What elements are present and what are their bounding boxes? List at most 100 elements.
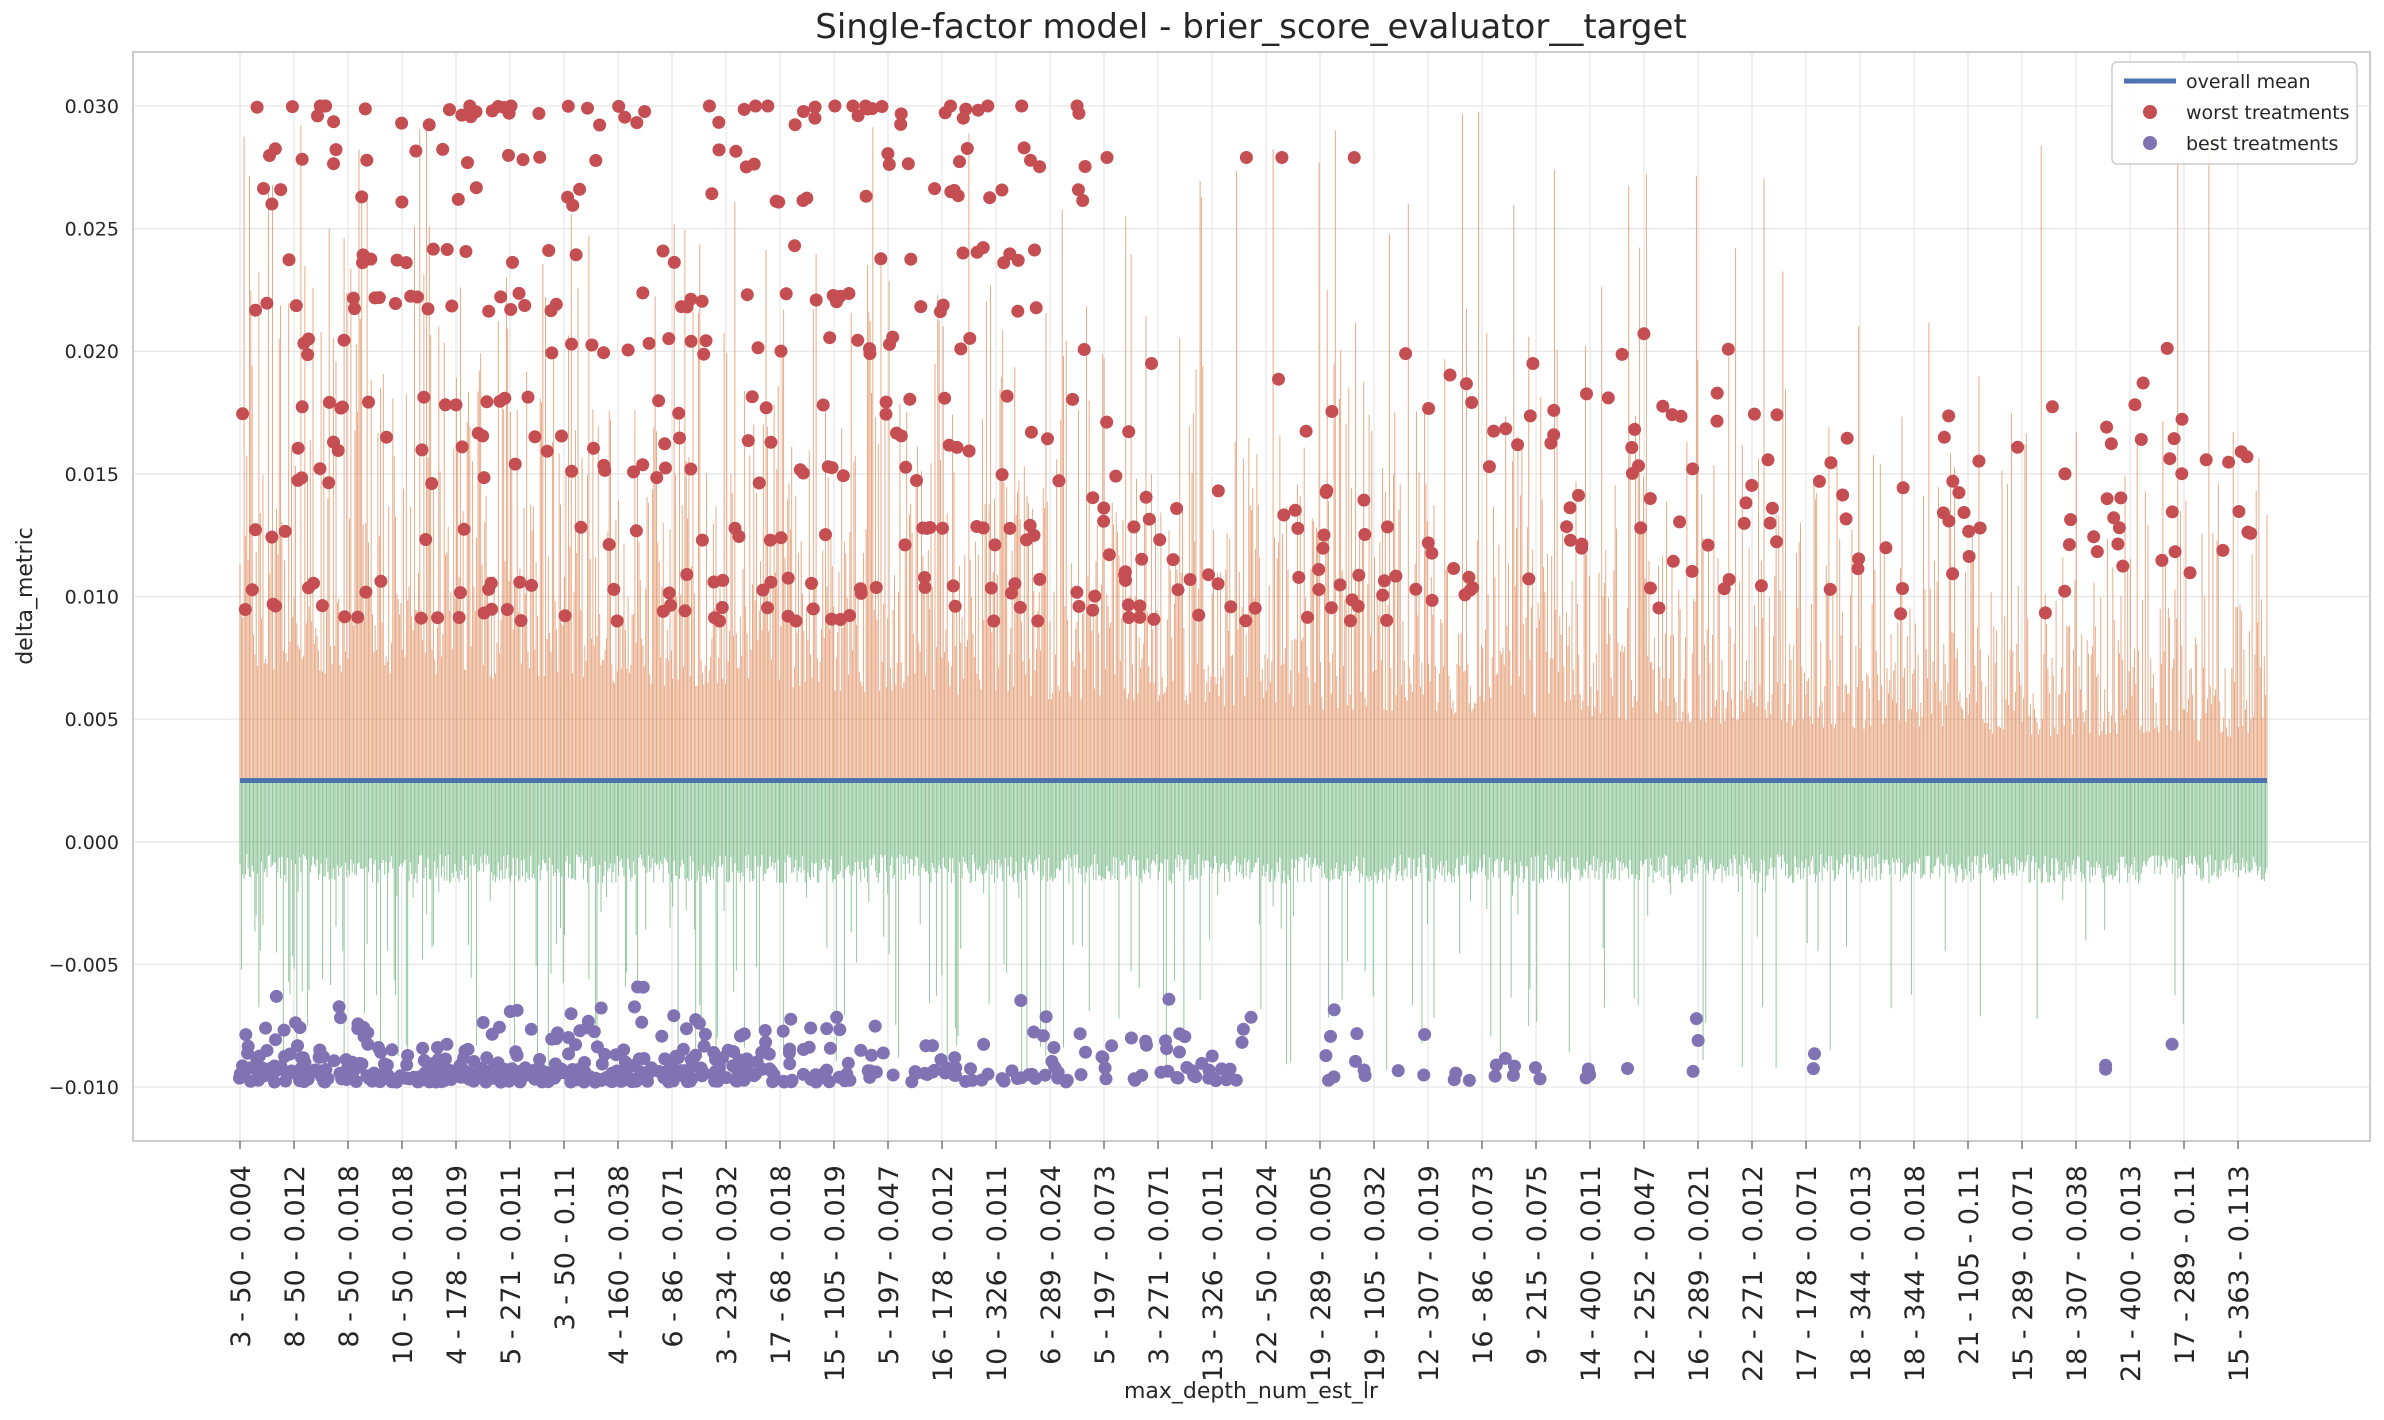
best-treatment-point <box>869 1065 883 1079</box>
y-tick-label: −0.010 <box>49 1077 119 1099</box>
worst-treatment-point <box>1316 541 1330 555</box>
best-treatment-point <box>886 1068 900 1082</box>
best-treatment-point <box>776 1024 790 1038</box>
best-treatment-point <box>1229 1073 1243 1087</box>
best-treatment-point <box>2165 1037 2179 1051</box>
worst-treatment-point <box>1946 567 1960 581</box>
best-treatment-point <box>696 1065 710 1079</box>
worst-treatment-point <box>1399 347 1413 361</box>
x-tick-label: 4 - 160 - 0.038 <box>604 1165 635 1365</box>
worst-treatment-point <box>659 461 672 475</box>
best-treatment-point <box>361 1037 375 1051</box>
best-treatment-point <box>1178 1030 1192 1044</box>
worst-treatment-point <box>673 431 686 445</box>
chart-title: Single-factor model - brier_score_evalua… <box>815 7 1686 47</box>
worst-treatment-point <box>1000 389 1014 403</box>
best-treatment-point <box>1327 1070 1341 1084</box>
best-treatment-point <box>949 1069 962 1082</box>
best-treatment-point <box>400 1058 414 1072</box>
worst-treatment-point <box>621 343 635 357</box>
best-treatment-point <box>868 1019 882 1033</box>
x-tick-label: 15 - 289 - 0.071 <box>2008 1165 2039 1382</box>
worst-treatment-point <box>274 183 288 197</box>
worst-treatment-point <box>1625 441 1639 454</box>
worst-treatment-point <box>1319 486 1333 499</box>
worst-treatment-point <box>1601 391 1615 405</box>
worst-treatment-point <box>914 300 928 314</box>
worst-treatment-point <box>593 118 607 132</box>
worst-treatment-point <box>678 604 692 618</box>
best-treatment-point <box>823 1041 837 1055</box>
best-treatment-point <box>1533 1072 1547 1086</box>
best-treatment-point <box>1489 1058 1503 1072</box>
worst-treatment-point <box>2134 433 2148 446</box>
best-treatment-point <box>833 1023 847 1037</box>
worst-treatment-point <box>745 390 759 404</box>
best-treatment-point <box>1691 1034 1705 1047</box>
x-tick-label: 3 - 271 - 0.071 <box>1144 1165 1175 1365</box>
worst-treatment-point <box>364 252 378 266</box>
worst-points <box>236 99 2258 628</box>
worst-treatment-point <box>988 538 1002 552</box>
worst-treatment-point <box>667 255 681 269</box>
worst-treatment-point <box>2107 511 2121 525</box>
best-treatment-point <box>321 1072 335 1086</box>
x-tick-label: 18 - 344 - 0.013 <box>1846 1165 1877 1382</box>
worst-treatment-point <box>360 153 374 167</box>
best-treatment-point <box>524 1022 538 1036</box>
worst-treatment-point <box>903 392 917 406</box>
best-treatment-point <box>617 1043 631 1057</box>
best-treatment-point <box>1074 1068 1088 1082</box>
worst-treatment-point <box>894 107 908 121</box>
worst-treatment-point <box>2160 341 2174 355</box>
x-tick-label: 22 - 271 - 0.012 <box>1738 1165 1769 1382</box>
x-tick-label: 17 - 178 - 0.071 <box>1792 1165 1823 1382</box>
worst-treatment-point <box>355 190 369 204</box>
worst-treatment-point <box>976 241 990 255</box>
worst-treatment-point <box>1563 501 1577 515</box>
worst-treatment-point <box>1071 183 1085 197</box>
best-treatment-point <box>1236 1022 1250 1036</box>
best-treatment-point <box>687 1050 701 1064</box>
worst-treatment-point <box>1973 521 1987 535</box>
worst-treatment-point <box>2090 545 2104 559</box>
best-treatment-point <box>296 1051 310 1065</box>
worst-treatment-point <box>960 142 974 155</box>
worst-treatment-point <box>1879 541 1893 555</box>
worst-treatment-point <box>452 611 466 624</box>
worst-treatment-point <box>291 441 305 455</box>
worst-treatment-point <box>249 523 262 537</box>
worst-treatment-point <box>944 99 957 113</box>
best-treatment-point <box>581 1014 595 1028</box>
best-treatment-point <box>1582 1065 1596 1079</box>
worst-treatment-point <box>881 147 895 161</box>
worst-treatment-point <box>951 189 965 203</box>
worst-treatment-point <box>372 291 386 305</box>
worst-treatment-point <box>1763 516 1777 530</box>
worst-treatment-point <box>436 142 450 156</box>
worst-treatment-point <box>1011 253 1025 267</box>
worst-treatment-point <box>1652 601 1666 615</box>
worst-treatment-point <box>1465 396 1479 409</box>
worst-treatment-point <box>445 299 459 313</box>
x-tick-label: 21 - 400 - 0.013 <box>2116 1165 2147 1382</box>
worst-treatment-point <box>1572 488 1585 502</box>
best-treatment-point <box>1135 1068 1149 1082</box>
x-tick-label: 17 - 289 - 0.11 <box>2170 1165 2201 1365</box>
worst-treatment-point <box>923 521 937 534</box>
worst-treatment-point <box>1937 430 1951 444</box>
worst-treatment-point <box>607 582 621 596</box>
worst-treatment-point <box>1325 405 1339 418</box>
worst-treatment-point <box>1122 611 1136 624</box>
worst-treatment-point <box>1312 583 1326 596</box>
worst-treatment-point <box>2216 543 2230 557</box>
worst-treatment-point <box>1523 409 1537 423</box>
best-treatment-point <box>269 989 283 1003</box>
worst-treatment-point <box>672 406 686 420</box>
x-tick-label: 18 - 344 - 0.018 <box>1900 1165 1931 1382</box>
worst-treatment-point <box>1086 491 1100 505</box>
worst-treatment-point <box>761 99 775 113</box>
worst-treatment-point <box>268 142 282 156</box>
worst-treatment-point <box>319 99 333 113</box>
